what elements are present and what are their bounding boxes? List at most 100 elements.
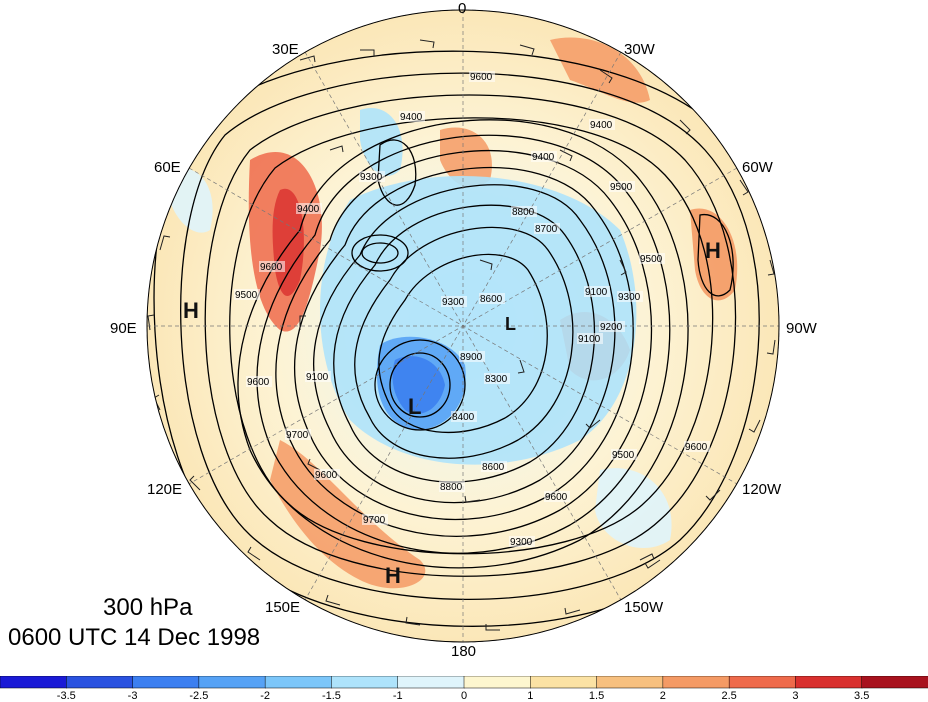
contour-label: 9100 bbox=[306, 372, 329, 383]
contour-label: 9400 bbox=[532, 152, 555, 163]
contour-label: 8600 bbox=[480, 294, 503, 305]
contour-label: 9500 bbox=[610, 182, 633, 193]
contour-label-bg bbox=[481, 461, 507, 472]
contour-label-bg bbox=[531, 151, 557, 162]
lon-label-120w: 120W bbox=[742, 481, 782, 498]
colorbar-swatch bbox=[66, 676, 134, 689]
colorbar-tick-label: -3 bbox=[127, 690, 138, 702]
contour-label: 9700 bbox=[363, 515, 386, 526]
contour-label-bg bbox=[469, 71, 495, 82]
contour-label: 9700 bbox=[286, 430, 309, 441]
map-boundary bbox=[146, 9, 780, 643]
contour-label-bg bbox=[611, 449, 637, 460]
contour-label-bg bbox=[599, 321, 625, 332]
warm-anomaly-west-pacific bbox=[270, 440, 426, 589]
colorbar-swatch bbox=[596, 676, 664, 689]
contour-label-bg bbox=[234, 289, 260, 300]
contour-label: 9500 bbox=[235, 290, 258, 301]
colorbar-tick-label: 3 bbox=[792, 690, 799, 702]
contour-label: 8900 bbox=[460, 352, 483, 363]
contour-label-bg bbox=[544, 491, 570, 502]
contour-label-bg bbox=[589, 119, 615, 130]
contour-label-bg bbox=[246, 376, 272, 387]
contour-label: 8300 bbox=[485, 374, 508, 385]
colorbar-tick-label: 0 bbox=[460, 690, 468, 702]
contour-label-bg bbox=[484, 373, 510, 384]
lon-label-90e: 90E bbox=[110, 320, 137, 337]
colorbar-tick-label: -1 bbox=[392, 690, 403, 702]
lon-label-180: 180 bbox=[451, 643, 477, 660]
colorbar-tick-label: 2.5 bbox=[721, 690, 737, 702]
colorbar-swatch bbox=[728, 676, 797, 689]
colorbar bbox=[0, 676, 928, 689]
colorbar-swatch bbox=[530, 676, 598, 689]
colorbar-tick-label: 3.5 bbox=[854, 690, 870, 702]
contour-label: 9200 bbox=[600, 322, 623, 333]
warm-anomaly-scandinavia bbox=[440, 127, 492, 188]
contour-label-bg bbox=[511, 206, 537, 217]
contour-label: 9300 bbox=[442, 297, 465, 308]
cold-anomaly-siberia-core bbox=[392, 356, 445, 414]
colorbar-tick-label: -2 bbox=[260, 690, 271, 702]
colorbar-tick-label: -1.5 bbox=[321, 690, 341, 702]
contour-label-bg bbox=[609, 181, 635, 192]
contour-labels: 9600940095009400930094009600880087008600… bbox=[234, 71, 710, 548]
lon-label-150w: 150W bbox=[624, 599, 664, 616]
contour-label-bg bbox=[362, 514, 388, 525]
colorbar-swatch bbox=[132, 676, 200, 689]
contour-label-bg bbox=[259, 261, 285, 272]
contour-label: 9600 bbox=[545, 492, 568, 503]
lon-label-60e: 60E bbox=[154, 159, 181, 176]
colorbar-swatch bbox=[795, 676, 863, 689]
contour-label: 9400 bbox=[297, 204, 320, 215]
colorbar-tick-label: 2 bbox=[659, 690, 666, 702]
contour-label-bg bbox=[439, 481, 465, 492]
contour-label: 9400 bbox=[590, 120, 613, 131]
datetime-title: 0600 UTC 14 Dec 1998 bbox=[8, 624, 261, 651]
contour-label-bg bbox=[305, 371, 331, 382]
contour-label: 9600 bbox=[260, 262, 283, 273]
high-center-asia: H bbox=[183, 298, 199, 323]
colorbar-swatch bbox=[331, 676, 399, 689]
contour-label-bg bbox=[577, 333, 603, 344]
colorbar-swatch bbox=[264, 676, 333, 689]
lon-label-30e: 30E bbox=[272, 41, 299, 58]
contour-label: 9300 bbox=[510, 537, 533, 548]
low-center-siberia: L bbox=[408, 394, 421, 419]
lon-label-30w: 30W bbox=[624, 41, 655, 58]
contour-label: 9300 bbox=[360, 172, 383, 183]
contour-label-bg bbox=[359, 171, 385, 182]
contour-label-bg bbox=[399, 111, 425, 122]
contour-label: 8800 bbox=[512, 207, 535, 218]
contour-label: 8800 bbox=[440, 482, 463, 493]
contour-label: 9600 bbox=[247, 377, 270, 388]
high-center-atlantic: H bbox=[705, 238, 721, 263]
anomaly-field bbox=[147, 10, 779, 642]
contour-label: 8700 bbox=[535, 224, 558, 235]
contour-label: 9300 bbox=[618, 292, 641, 303]
contour-label: 9100 bbox=[578, 334, 601, 345]
contour-label: 9100 bbox=[585, 287, 608, 298]
lon-label-0: 0 bbox=[458, 0, 467, 17]
colorbar-swatch bbox=[0, 676, 68, 689]
colorbar-swatch bbox=[397, 676, 465, 689]
contour-label-bg bbox=[296, 203, 322, 214]
contour-label: 8400 bbox=[452, 412, 475, 423]
colorbar-tick-label: 1 bbox=[527, 690, 534, 702]
contour-label-bg bbox=[639, 253, 665, 264]
contour-label-bg bbox=[441, 296, 467, 307]
contour-label: 9600 bbox=[470, 72, 493, 83]
colorbar-swatch bbox=[861, 676, 928, 689]
contour-label: 9500 bbox=[640, 254, 663, 265]
lon-label-60w: 60W bbox=[742, 159, 773, 176]
contour-label: 9600 bbox=[315, 470, 338, 481]
contour-label-bg bbox=[617, 291, 643, 302]
colorbar-tick-label: 1.5 bbox=[588, 690, 605, 702]
contour-label: 9500 bbox=[612, 450, 635, 461]
high-center-east-pacific: H bbox=[385, 563, 401, 588]
contour-label-bg bbox=[534, 223, 560, 234]
contour-label-bg bbox=[684, 441, 710, 452]
lon-label-150e: 150E bbox=[265, 599, 301, 616]
contour-label: 9600 bbox=[685, 442, 708, 453]
